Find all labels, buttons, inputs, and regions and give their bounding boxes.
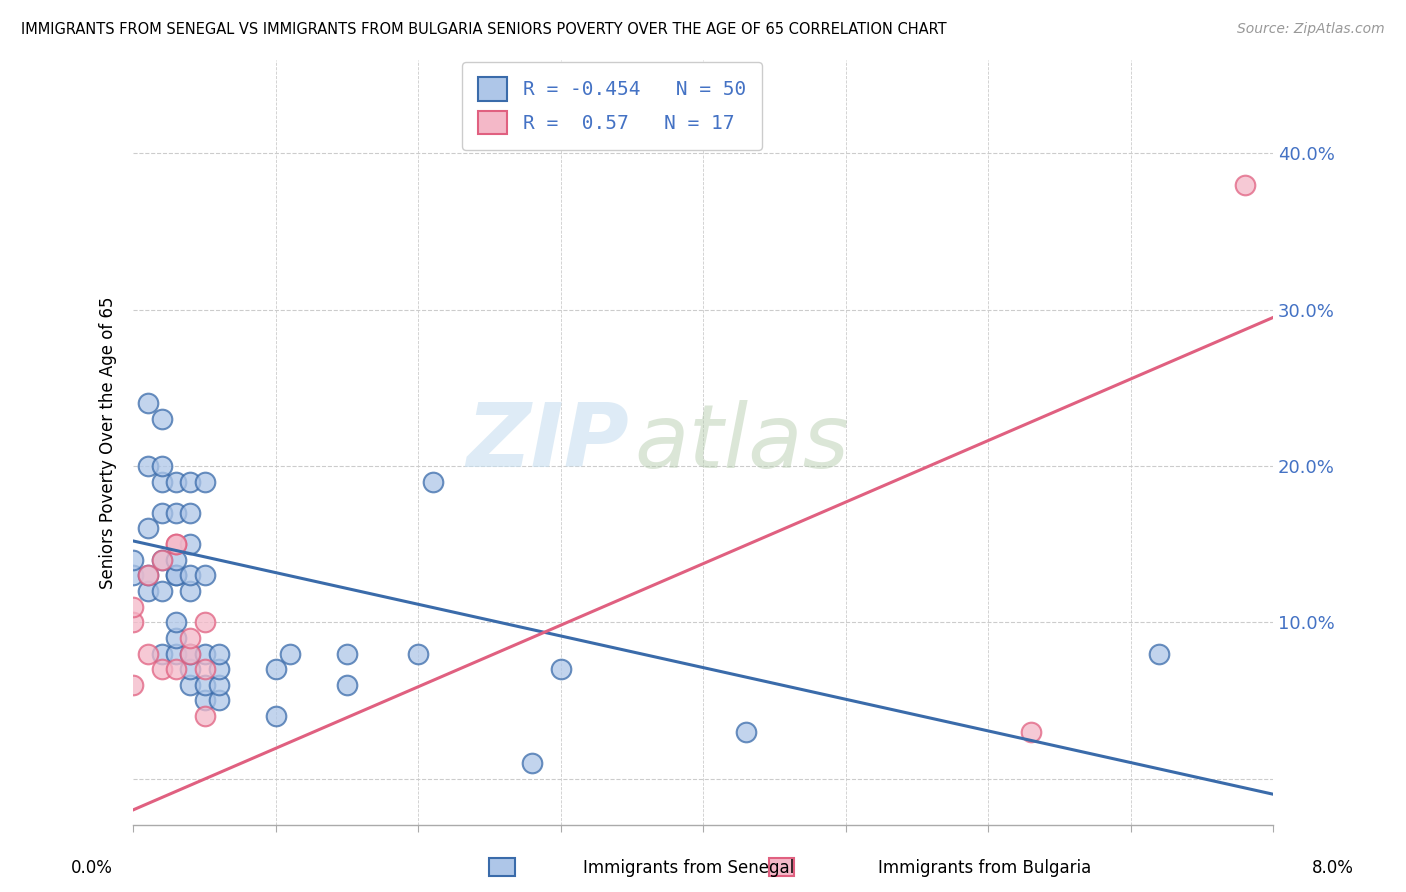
Point: [136, 584, 159, 599]
Point: [136, 647, 159, 661]
Point: [193, 693, 215, 707]
Point: [165, 631, 187, 645]
Point: [165, 537, 187, 551]
Point: [1147, 647, 1170, 661]
Point: [150, 553, 173, 567]
Text: ZIP: ZIP: [467, 399, 628, 486]
Text: 0.0%: 0.0%: [70, 859, 112, 877]
Point: [193, 475, 215, 489]
Point: [179, 537, 201, 551]
Point: [278, 647, 301, 661]
Point: [208, 662, 231, 676]
Point: [193, 709, 215, 723]
Point: [179, 475, 201, 489]
Point: [165, 537, 187, 551]
Point: [165, 506, 187, 520]
Point: [264, 662, 287, 676]
Point: [136, 521, 159, 535]
Point: [735, 724, 758, 739]
Point: [193, 615, 215, 630]
Point: [122, 599, 145, 614]
Point: [193, 647, 215, 661]
Text: atlas: atlas: [634, 400, 849, 485]
Point: [150, 584, 173, 599]
Point: [336, 678, 359, 692]
Point: [336, 647, 359, 661]
Point: [179, 568, 201, 582]
Point: [150, 475, 173, 489]
Point: [208, 678, 231, 692]
Point: [193, 568, 215, 582]
Point: [165, 568, 187, 582]
Text: Immigrants from Senegal: Immigrants from Senegal: [583, 859, 794, 877]
Point: [422, 475, 444, 489]
Point: [550, 662, 572, 676]
Text: 8.0%: 8.0%: [1312, 859, 1354, 877]
Point: [179, 584, 201, 599]
Point: [193, 678, 215, 692]
Point: [193, 662, 215, 676]
Point: [522, 756, 544, 770]
Point: [150, 412, 173, 426]
Point: [136, 568, 159, 582]
Point: [136, 568, 159, 582]
Point: [136, 458, 159, 473]
Point: [122, 553, 145, 567]
Point: [179, 678, 201, 692]
Point: [165, 647, 187, 661]
Point: [264, 709, 287, 723]
Point: [122, 615, 145, 630]
Point: [1019, 724, 1042, 739]
Point: [179, 647, 201, 661]
Y-axis label: Seniors Poverty Over the Age of 65: Seniors Poverty Over the Age of 65: [100, 296, 117, 589]
Point: [208, 647, 231, 661]
Point: [179, 647, 201, 661]
Point: [150, 553, 173, 567]
Point: [150, 458, 173, 473]
Point: [150, 647, 173, 661]
Point: [150, 506, 173, 520]
Point: [165, 615, 187, 630]
Point: [165, 553, 187, 567]
Point: [150, 662, 173, 676]
Point: [122, 678, 145, 692]
Point: [208, 693, 231, 707]
Text: IMMIGRANTS FROM SENEGAL VS IMMIGRANTS FROM BULGARIA SENIORS POVERTY OVER THE AGE: IMMIGRANTS FROM SENEGAL VS IMMIGRANTS FR…: [21, 22, 946, 37]
Text: Immigrants from Bulgaria: Immigrants from Bulgaria: [877, 859, 1091, 877]
Point: [1233, 178, 1256, 192]
Point: [179, 631, 201, 645]
Legend: R = -0.454   N = 50, R =  0.57   N = 17: R = -0.454 N = 50, R = 0.57 N = 17: [463, 62, 762, 150]
Point: [165, 475, 187, 489]
Point: [165, 568, 187, 582]
Point: [165, 662, 187, 676]
Point: [179, 662, 201, 676]
Point: [122, 568, 145, 582]
Point: [406, 647, 429, 661]
Point: [136, 396, 159, 410]
Text: Source: ZipAtlas.com: Source: ZipAtlas.com: [1237, 22, 1385, 37]
Point: [179, 506, 201, 520]
